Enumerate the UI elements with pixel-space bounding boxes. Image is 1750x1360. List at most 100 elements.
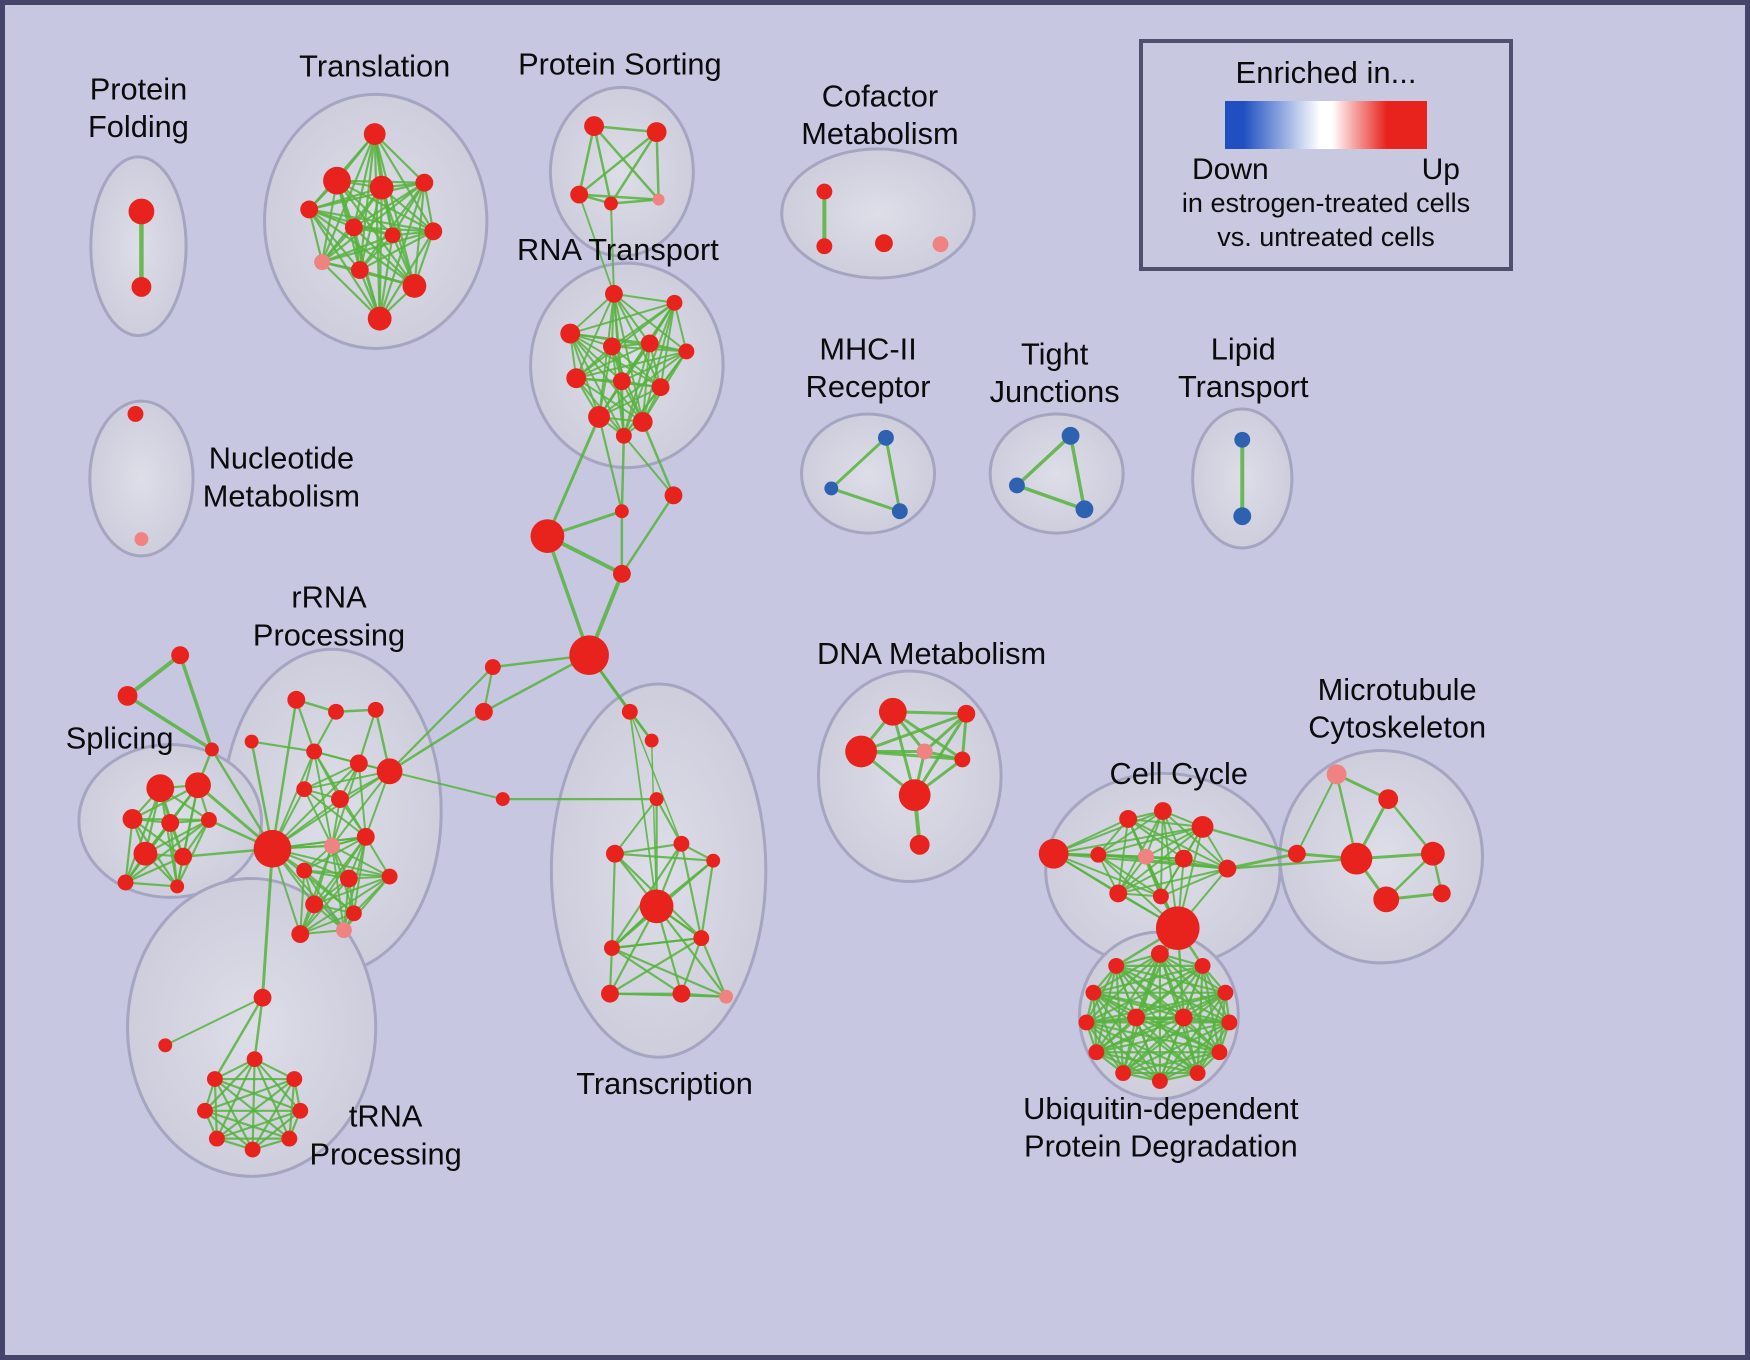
network-edge xyxy=(1158,991,1227,1083)
network-edge xyxy=(215,1109,302,1140)
network-edge xyxy=(295,698,316,753)
network-node xyxy=(204,742,219,757)
network-node xyxy=(328,703,344,720)
legend-title: Enriched in... xyxy=(1235,55,1417,90)
network-edge xyxy=(352,181,426,229)
network-edge xyxy=(1052,825,1204,855)
network-node xyxy=(877,429,894,446)
network-node xyxy=(1189,1065,1206,1082)
network-edge xyxy=(1117,857,1185,895)
network-node xyxy=(495,792,510,807)
network-node xyxy=(197,1102,213,1119)
network-edge xyxy=(342,875,391,932)
cluster-label-rna-transport: RNA Transport xyxy=(517,232,719,267)
network-edge xyxy=(610,946,728,998)
network-edge xyxy=(299,875,391,936)
network-edge xyxy=(659,301,676,389)
network-node xyxy=(673,835,690,852)
network-edge xyxy=(331,844,345,932)
network-edge xyxy=(378,230,435,320)
network-edge xyxy=(271,698,298,850)
network-node xyxy=(875,234,893,253)
network-edge xyxy=(124,881,179,888)
network-edge xyxy=(575,342,651,380)
network-edge xyxy=(303,788,334,847)
network-node xyxy=(878,697,907,726)
network-node xyxy=(344,218,363,237)
network-edge xyxy=(178,653,214,752)
network-edge xyxy=(303,835,367,872)
network-edge xyxy=(1097,810,1164,856)
network-edge xyxy=(176,818,211,888)
network-node xyxy=(384,227,401,244)
network-edge xyxy=(303,788,367,838)
network-edge xyxy=(609,198,660,205)
network-node xyxy=(1150,945,1169,963)
network-edge xyxy=(577,124,596,196)
network-edge xyxy=(592,124,613,205)
network-edge xyxy=(1085,991,1227,1024)
network-edge xyxy=(700,936,728,998)
network-edge xyxy=(613,842,683,855)
cluster-ellipse-mhc-ii-receptor xyxy=(800,412,937,535)
network-edge xyxy=(125,653,183,698)
network-node xyxy=(1340,842,1373,875)
network-edge xyxy=(299,869,306,936)
network-edge xyxy=(213,1077,302,1112)
network-node xyxy=(339,869,358,888)
network-edge xyxy=(1097,825,1204,856)
network-node xyxy=(1115,1065,1132,1082)
network-node xyxy=(296,781,313,798)
network-node xyxy=(1138,848,1154,865)
network-node xyxy=(612,372,631,391)
network-node xyxy=(484,659,501,676)
network-edge xyxy=(378,181,426,320)
network-edge xyxy=(250,740,316,753)
legend-gradient-bar xyxy=(1225,101,1427,149)
cluster-ellipse-protein-folding xyxy=(89,155,188,338)
network-node xyxy=(1108,957,1125,974)
cluster-label-nucleotide-metabolism: Nucleotide Metabolism xyxy=(203,441,360,514)
network-node xyxy=(1234,431,1251,448)
network-node xyxy=(678,343,695,360)
network-edge xyxy=(1134,1016,1161,1083)
network-edge xyxy=(1122,1016,1185,1075)
cluster-ellipse-transcription xyxy=(549,682,768,1059)
cluster-ellipses xyxy=(77,85,1484,1178)
network-node xyxy=(1119,810,1138,828)
network-edge xyxy=(251,1058,256,1151)
cluster-ellipse-nucleotide-metabolism xyxy=(88,399,195,558)
network-edge xyxy=(1295,773,1338,855)
network-node xyxy=(612,564,631,583)
network-edge xyxy=(1134,1016,1199,1075)
network-edge xyxy=(620,494,675,576)
network-edge xyxy=(253,996,264,1061)
network-node xyxy=(381,868,398,885)
cluster-labels: Protein Folding Translation Protein Sorting… xyxy=(66,46,1486,1171)
network-edge xyxy=(545,534,591,657)
network-edge xyxy=(859,749,964,761)
network-node xyxy=(206,1071,223,1087)
network-edge xyxy=(308,208,381,320)
network-node xyxy=(530,519,565,553)
network-node xyxy=(244,734,259,749)
network-edge xyxy=(1122,1021,1231,1075)
network-node xyxy=(1009,477,1025,494)
network-edge xyxy=(1159,867,1229,898)
network-node xyxy=(1221,1014,1238,1031)
network-edge xyxy=(1201,825,1299,855)
network-edge xyxy=(144,818,211,855)
network-edge xyxy=(1134,991,1227,1019)
network-node xyxy=(1326,764,1347,785)
network-edge xyxy=(308,208,361,272)
cluster-ellipse-protein-sorting xyxy=(548,85,695,258)
network-node xyxy=(185,772,211,799)
network-edge xyxy=(1092,991,1161,1083)
network-node xyxy=(200,812,217,828)
network-node xyxy=(253,829,292,868)
network-edge xyxy=(288,1077,296,1140)
network-edge xyxy=(655,798,683,845)
cluster-label-transcription: Transcription xyxy=(576,1066,753,1101)
network-node xyxy=(305,895,324,914)
network-edge xyxy=(482,653,591,714)
